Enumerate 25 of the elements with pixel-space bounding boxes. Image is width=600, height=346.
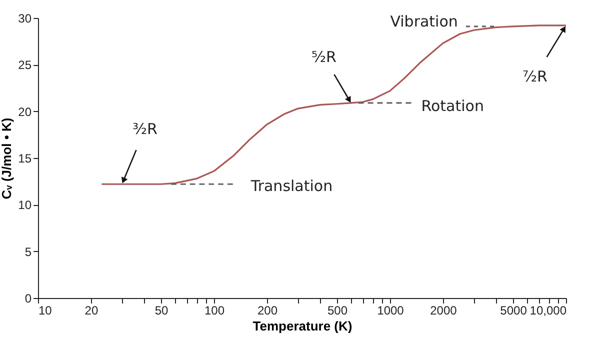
annotation: ⁵⁄₂R — [311, 48, 336, 66]
x-tick-label: 5000 — [500, 304, 528, 318]
x-tick-label: 100 — [204, 304, 225, 318]
x-tick-label: 10,000 — [530, 304, 567, 318]
x-axis-title: Temperature (K) — [252, 318, 352, 334]
x-tick-label: 1000 — [377, 304, 404, 318]
annotation: Rotation — [421, 96, 484, 115]
y-tick-label: 30 — [18, 12, 32, 26]
y-axis-title: Cᵥ (J/mol • K) — [0, 118, 14, 200]
annotation: Vibration — [390, 12, 458, 30]
y-tick-label: 5 — [24, 244, 32, 259]
x-tick-label: 50 — [154, 304, 169, 318]
y-tick-label: 0 — [24, 292, 32, 306]
annotation: ³⁄₂R — [132, 120, 158, 138]
x-tick-label: 500 — [328, 304, 348, 318]
x-tick-label: 20 — [84, 304, 98, 318]
annotation: ⁷⁄₂R — [522, 67, 548, 86]
x-tick-label: 10 — [38, 304, 52, 318]
y-tick-label: 25 — [18, 58, 32, 72]
y-tick-label: 15 — [18, 152, 32, 166]
x-tick-label: 200 — [257, 304, 278, 318]
y-tick-label: 20 — [18, 104, 32, 119]
x-tick-label: 2000 — [430, 304, 458, 318]
annotation: Translation — [250, 177, 333, 196]
y-tick-label: 10 — [18, 198, 32, 212]
